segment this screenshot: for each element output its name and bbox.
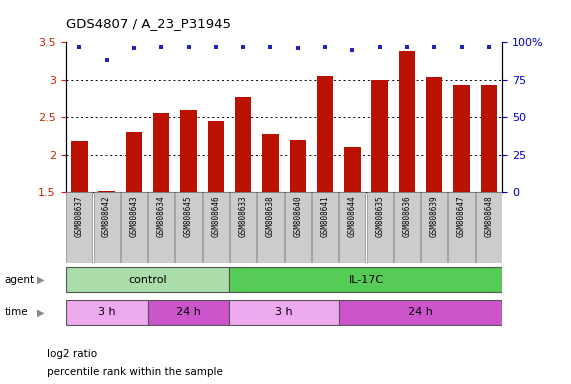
- Point: [184, 44, 193, 50]
- Bar: [317, 76, 333, 192]
- Bar: [235, 97, 251, 192]
- Bar: [153, 113, 170, 192]
- Text: GSM808644: GSM808644: [348, 195, 357, 237]
- Point: [239, 44, 248, 50]
- Text: agent: agent: [5, 275, 35, 285]
- Bar: [426, 78, 443, 192]
- Text: GSM808646: GSM808646: [211, 195, 220, 237]
- Point: [211, 44, 220, 50]
- Bar: [230, 267, 502, 292]
- Bar: [94, 192, 120, 263]
- Text: GSM808633: GSM808633: [239, 195, 248, 237]
- Point: [375, 44, 384, 50]
- Point: [429, 44, 439, 50]
- Text: GDS4807 / A_23_P31945: GDS4807 / A_23_P31945: [66, 17, 231, 30]
- Bar: [175, 192, 202, 263]
- Bar: [367, 192, 393, 263]
- Text: GSM808635: GSM808635: [375, 195, 384, 237]
- Text: GSM808645: GSM808645: [184, 195, 193, 237]
- Text: 24 h: 24 h: [176, 307, 201, 318]
- Bar: [98, 190, 115, 192]
- Bar: [448, 192, 475, 263]
- Bar: [180, 110, 196, 192]
- Bar: [66, 300, 147, 325]
- Text: GSM808636: GSM808636: [403, 195, 412, 237]
- Bar: [399, 51, 415, 192]
- Bar: [203, 192, 229, 263]
- Point: [403, 44, 412, 50]
- Point: [102, 57, 111, 63]
- Point: [130, 45, 139, 51]
- Text: GSM808640: GSM808640: [293, 195, 302, 237]
- Point: [457, 44, 466, 50]
- Text: GSM808647: GSM808647: [457, 195, 466, 237]
- Bar: [147, 300, 230, 325]
- Bar: [230, 192, 256, 263]
- Point: [348, 47, 357, 53]
- Text: 3 h: 3 h: [275, 307, 293, 318]
- Bar: [312, 192, 338, 263]
- Bar: [66, 192, 93, 263]
- Text: GSM808641: GSM808641: [320, 195, 329, 237]
- Bar: [476, 192, 502, 263]
- Bar: [66, 267, 230, 292]
- Bar: [230, 300, 339, 325]
- Point: [484, 44, 493, 50]
- Bar: [284, 192, 311, 263]
- Bar: [394, 192, 420, 263]
- Text: 3 h: 3 h: [98, 307, 115, 318]
- Text: GSM808638: GSM808638: [266, 195, 275, 237]
- Bar: [371, 80, 388, 192]
- Text: ▶: ▶: [37, 275, 45, 285]
- Text: control: control: [128, 275, 167, 285]
- Bar: [481, 85, 497, 192]
- Bar: [344, 147, 360, 192]
- Text: GSM808637: GSM808637: [75, 195, 84, 237]
- Bar: [148, 192, 174, 263]
- Bar: [208, 121, 224, 192]
- Bar: [121, 192, 147, 263]
- Point: [293, 45, 302, 51]
- Bar: [339, 192, 365, 263]
- Text: percentile rank within the sample: percentile rank within the sample: [47, 367, 223, 377]
- Bar: [289, 140, 306, 192]
- Text: 24 h: 24 h: [408, 307, 433, 318]
- Bar: [262, 134, 279, 192]
- Text: log2 ratio: log2 ratio: [47, 349, 97, 359]
- Bar: [258, 192, 284, 263]
- Point: [75, 44, 84, 50]
- Text: GSM808642: GSM808642: [102, 195, 111, 237]
- Text: GSM808648: GSM808648: [484, 195, 493, 237]
- Text: IL-17C: IL-17C: [348, 275, 384, 285]
- Text: ▶: ▶: [37, 307, 45, 318]
- Point: [156, 44, 166, 50]
- Bar: [126, 132, 142, 192]
- Text: GSM808634: GSM808634: [156, 195, 166, 237]
- Bar: [339, 300, 502, 325]
- Point: [320, 44, 329, 50]
- Bar: [453, 85, 470, 192]
- Point: [266, 44, 275, 50]
- Bar: [421, 192, 447, 263]
- Text: time: time: [5, 307, 28, 318]
- Text: GSM808639: GSM808639: [430, 195, 439, 237]
- Bar: [71, 141, 87, 192]
- Text: GSM808643: GSM808643: [130, 195, 138, 237]
